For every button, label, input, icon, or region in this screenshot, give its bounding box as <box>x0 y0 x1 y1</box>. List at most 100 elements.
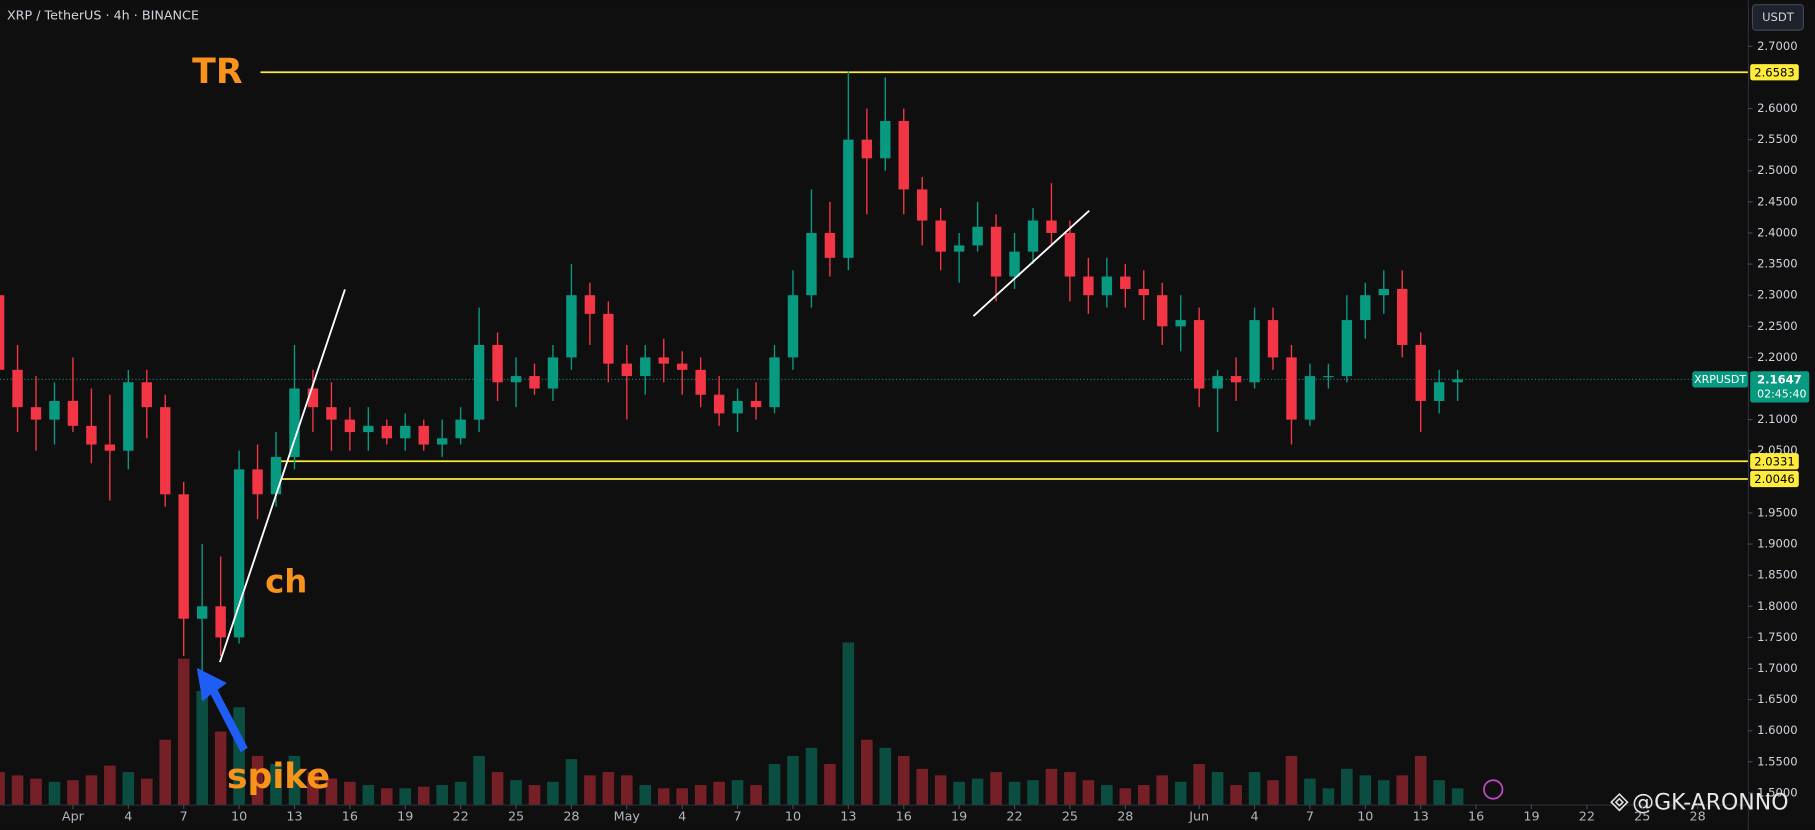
volume-bar <box>897 755 910 805</box>
volume-bar <box>1101 785 1113 805</box>
currency-label[interactable]: USDT <box>1762 10 1795 24</box>
x-tick-label: Jun <box>1188 810 1209 825</box>
candle-body <box>326 407 337 420</box>
candle-layer <box>0 71 1463 700</box>
y-tick-label: 1.7500 <box>1757 630 1797 644</box>
volume-bar <box>325 778 338 805</box>
level-label-box <box>1750 453 1799 470</box>
alert-icon[interactable] <box>1483 779 1504 800</box>
y-tick-label: 1.8500 <box>1757 568 1797 582</box>
volume-bar <box>288 755 301 805</box>
x-tick-label: Apr <box>62 810 85 825</box>
candle-body <box>492 344 503 383</box>
volume-bar <box>1359 775 1372 805</box>
candle-body <box>344 419 356 433</box>
x-tick-label: 4 <box>678 810 686 825</box>
volume-bar <box>768 763 781 805</box>
volume-bar <box>196 691 208 805</box>
candle-body <box>12 369 23 408</box>
volume-bar <box>1396 775 1409 805</box>
volume-bar <box>565 759 578 805</box>
volume-bar <box>584 775 596 805</box>
volume-bar <box>861 739 873 805</box>
volume-bar <box>140 778 153 805</box>
volume-bar <box>842 642 855 805</box>
volume-bar <box>953 781 965 805</box>
volume-bar <box>1304 778 1316 805</box>
volume-bar <box>1156 775 1169 805</box>
candle-body <box>695 369 706 395</box>
candle-body <box>732 400 743 414</box>
candle-body <box>160 407 171 495</box>
x-tick-label: 22 <box>1006 810 1022 825</box>
volume-bar <box>30 778 42 805</box>
candle-body <box>917 189 928 221</box>
volume-bar <box>1341 768 1353 805</box>
volume-bar <box>122 772 135 805</box>
candle-body <box>1157 295 1168 327</box>
level-label: 2.0046 <box>1754 472 1794 486</box>
candle-body <box>418 425 429 445</box>
level-label-box <box>1750 64 1799 81</box>
countdown-label: 02:45:40 <box>1757 387 1806 400</box>
x-tick-label: 28 <box>1690 810 1706 825</box>
volume-bar <box>381 788 393 805</box>
x-tick-label: 19 <box>1523 810 1539 825</box>
volume-bar <box>879 747 892 805</box>
candle-body <box>843 139 854 258</box>
candle-body <box>1286 357 1297 420</box>
volume-bar <box>639 785 652 805</box>
candle-body <box>67 400 79 426</box>
candle-body <box>1415 344 1426 401</box>
candle-body <box>1323 376 1334 378</box>
x-tick-label: May <box>614 810 641 825</box>
candle-body <box>1083 276 1094 296</box>
candle-body <box>1009 251 1020 277</box>
candle-body <box>1120 276 1131 289</box>
volume-bar <box>750 785 762 805</box>
candle-body <box>436 438 448 445</box>
currency-button[interactable] <box>1751 4 1805 31</box>
volume-bar <box>307 772 319 805</box>
x-tick-label: 28 <box>563 810 579 825</box>
candle-body <box>141 382 152 408</box>
volume-bar <box>251 755 264 805</box>
volume-bar <box>1027 780 1039 805</box>
last-price-box <box>1750 371 1810 403</box>
y-tick-label: 1.6000 <box>1757 723 1797 737</box>
candle-body <box>861 139 873 159</box>
candle-body <box>1452 379 1463 383</box>
volume-bar <box>1267 780 1279 805</box>
volume-bar <box>344 781 356 805</box>
candle-body <box>1230 376 1242 383</box>
x-tick-label: 7 <box>734 810 742 825</box>
volume-layer <box>0 642 1464 805</box>
candle-body <box>1212 376 1223 389</box>
candle-body <box>529 376 540 389</box>
volume-bar <box>399 788 412 805</box>
volume-bar <box>0 772 5 805</box>
volume-bar <box>1174 781 1187 805</box>
volume-bar <box>971 778 984 805</box>
candle-body <box>1249 320 1260 383</box>
trend-line <box>219 289 346 663</box>
volume-bar <box>1211 772 1224 805</box>
x-tick-label: 13 <box>1413 810 1429 825</box>
y-tick-label: 2.1000 <box>1757 412 1797 426</box>
volume-bar <box>528 785 541 805</box>
candle-body <box>363 425 374 433</box>
y-tick-label: 2.2500 <box>1757 319 1797 333</box>
volume-bar <box>713 781 725 805</box>
x-tick-label: 19 <box>397 810 413 825</box>
candle-body <box>307 388 319 408</box>
volume-bar <box>990 772 1002 805</box>
candle-body <box>603 313 614 364</box>
symbol-box <box>1692 371 1748 388</box>
x-tick-label: 16 <box>896 810 912 825</box>
candle-body <box>270 456 282 495</box>
candle-body <box>1304 376 1316 420</box>
candle-body <box>750 400 762 408</box>
candle-body <box>473 344 485 420</box>
volume-bar <box>177 658 190 805</box>
